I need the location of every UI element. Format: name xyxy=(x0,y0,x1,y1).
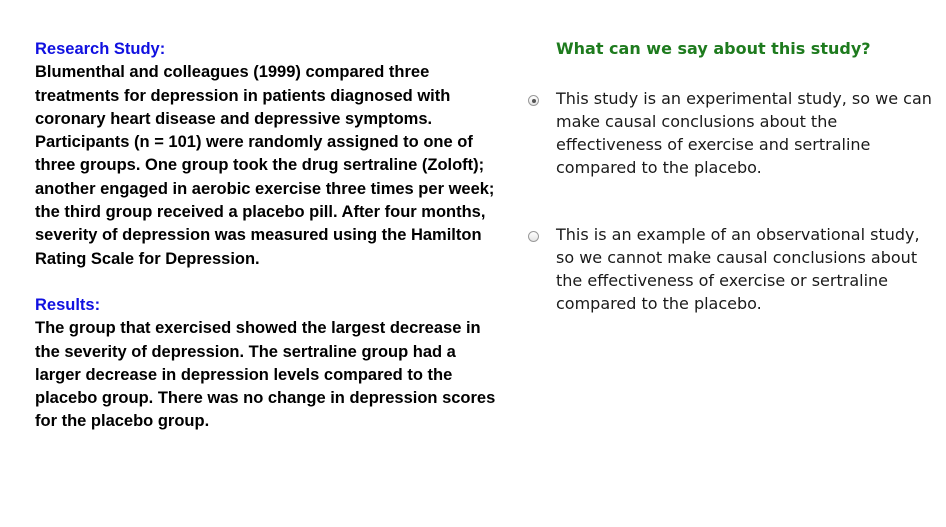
research-study-text: Blumenthal and colleagues (1999) compare… xyxy=(35,63,495,268)
answer-option-experimental[interactable]: This study is an experimental study, so … xyxy=(527,87,937,179)
answer-option-observational[interactable]: This is an example of an observational s… xyxy=(527,223,937,315)
results-text: The group that exercised showed the larg… xyxy=(35,319,496,431)
section-spacer xyxy=(35,271,505,294)
radio-button[interactable] xyxy=(528,231,539,242)
answer-option-label[interactable]: This is an example of an observational s… xyxy=(556,225,920,313)
research-study-heading: Research Study: xyxy=(35,40,166,58)
answer-option-label[interactable]: This study is an experimental study, so … xyxy=(556,89,932,177)
question-title: What can we say about this study? xyxy=(556,39,871,58)
results-heading: Results: xyxy=(35,295,101,314)
question-panel: What can we say about this study? This s… xyxy=(527,38,937,315)
study-panel: Research Study: Blumenthal and colleague… xyxy=(35,38,505,434)
radio-button-selected[interactable] xyxy=(528,95,539,106)
